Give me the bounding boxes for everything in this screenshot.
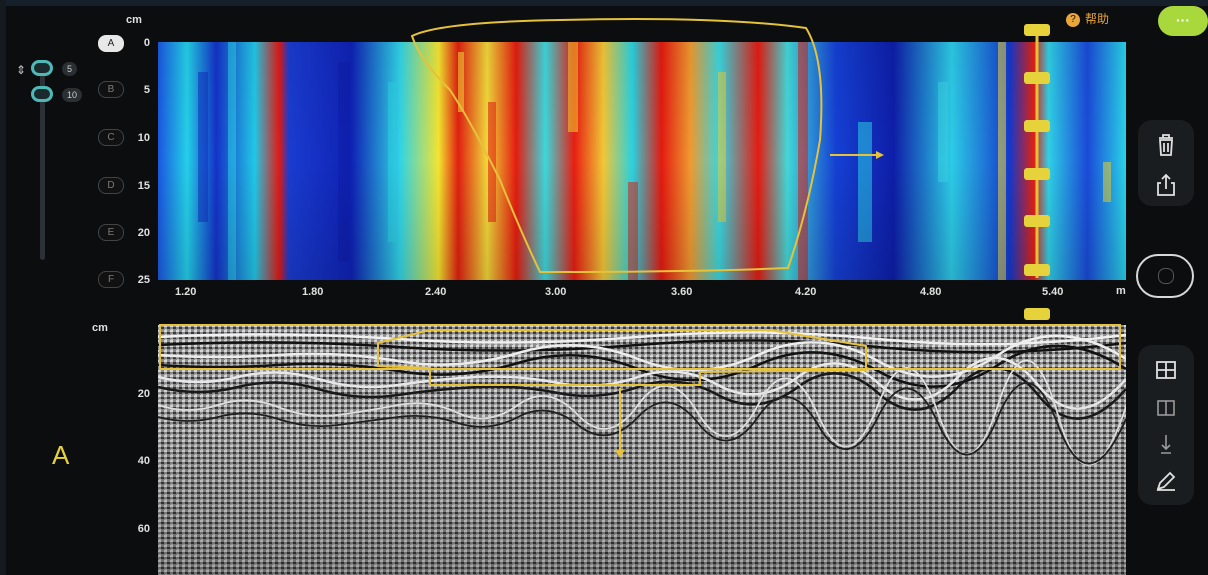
heatmap-distance-tick: 1.20 (175, 286, 197, 298)
radar-depth-tick: 60 (137, 523, 150, 535)
file-tools (1138, 120, 1194, 206)
compare-view-icon[interactable] (1152, 357, 1180, 383)
heatmap-distance-unit: m (1116, 285, 1126, 297)
radar-depth-tick: 20 (137, 388, 150, 400)
heatmap-distance-tick: 4.20 (795, 286, 817, 298)
radar-marker-flag (1024, 308, 1050, 320)
record-button[interactable] (1136, 254, 1194, 298)
heatmap-distance-tick: 3.00 (545, 286, 567, 298)
layer-button-b[interactable]: B (98, 81, 124, 98)
depth-slider-top-knob[interactable] (31, 60, 53, 76)
heatmap-depth-tick: 20 (137, 227, 150, 239)
top-bar (0, 0, 1208, 6)
more-menu-button[interactable]: ··· (1158, 6, 1208, 36)
left-panel: ⇕ 5 10 A B C D E F A (0, 0, 150, 575)
slider-bottom-value: 10 (62, 88, 83, 102)
radar-b-scan[interactable] (158, 325, 1126, 575)
heatmap-distance-tick: 4.80 (920, 286, 942, 298)
heatmap-depth-unit: cm (126, 14, 142, 26)
layer-button-a[interactable]: A (98, 35, 124, 52)
split-view-icon[interactable] (1152, 395, 1180, 421)
layer-button-e[interactable]: E (98, 224, 124, 241)
heatmap-distance-tick: 5.40 (1042, 286, 1064, 298)
heatmap-distance-tick: 1.80 (302, 286, 324, 298)
heatmap-depth-tick: 15 (137, 180, 150, 192)
heatmap-depth-tick: 25 (137, 274, 150, 286)
share-icon[interactable] (1152, 172, 1180, 198)
heatmap-depth-tick: 10 (137, 132, 150, 144)
drag-handle-icon[interactable]: ⇕ (16, 63, 27, 77)
view-tools (1138, 345, 1194, 505)
heatmap-depth-tick: 0 (143, 37, 150, 49)
radar-depth-unit: cm (92, 322, 108, 334)
heatmap-depth-slice[interactable] (158, 42, 1126, 280)
layer-button-f[interactable]: F (98, 271, 124, 288)
marker-icon[interactable] (1152, 431, 1180, 457)
heatmap-distance-tick: 2.40 (425, 286, 447, 298)
depth-slider-bottom-knob[interactable] (31, 86, 53, 102)
depth-range-slider[interactable] (40, 60, 45, 260)
help-icon: ? (1066, 13, 1080, 27)
record-icon (1158, 268, 1174, 284)
layer-button-c[interactable]: C (98, 129, 124, 146)
slider-top-value: 5 (62, 62, 78, 76)
layer-button-d[interactable]: D (98, 177, 124, 194)
help-button[interactable]: ? 帮助 (1066, 10, 1109, 28)
marker-flag (1024, 24, 1050, 36)
scan-mode-letter: A (52, 440, 70, 470)
radar-depth-tick: 40 (137, 455, 150, 467)
heatmap-depth-tick: 5 (143, 84, 150, 96)
trash-icon[interactable] (1152, 132, 1180, 158)
heatmap-distance-tick: 3.60 (671, 286, 693, 298)
help-label: 帮助 (1085, 12, 1110, 26)
frame-edge (0, 0, 6, 575)
annotate-pen-icon[interactable] (1152, 467, 1180, 493)
